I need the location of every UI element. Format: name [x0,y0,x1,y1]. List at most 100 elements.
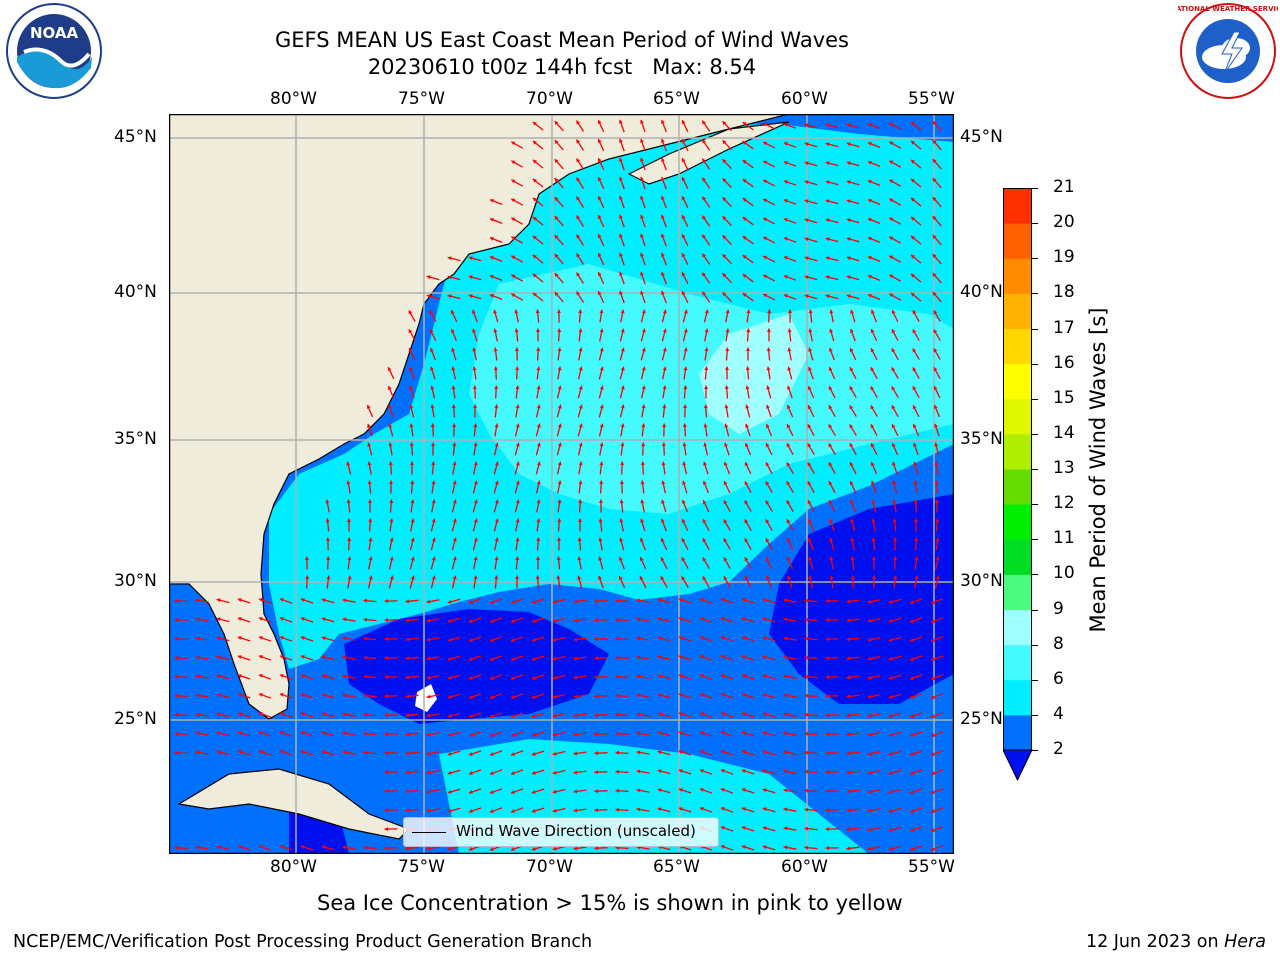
colorbar-segment [1003,714,1032,751]
wind-arrow-head [342,712,347,717]
wind-arrow-head [889,141,894,146]
wind-arrow-head [452,518,457,523]
wind-arrow-head [911,273,915,278]
wind-arrow-head [321,750,326,755]
wind-arrow-head [723,576,728,581]
wind-arrow-head [762,617,767,622]
wind-arrow-head [846,599,851,604]
wind-arrow-head [892,480,897,485]
wind-arrow-head [846,751,851,756]
wind-arrow-head [636,617,641,622]
wind-arrow-head [720,845,725,849]
wind-arrow-head [468,256,473,261]
wind-arrow-head [724,385,729,390]
wind-arrow-head [741,807,746,811]
wind-arrow-head [911,178,915,183]
wind-arrow-head [473,518,478,523]
wind-arrow-head [661,252,665,257]
wind-arrow-head [662,385,667,390]
wind-arrow-head [473,537,478,542]
wind-arrow-head [447,808,452,813]
wind-arrow-head [867,694,872,699]
lon-label-top-70w: 70°W [526,89,573,109]
wind-arrow-head [912,348,917,353]
wind-arrow-head [216,598,221,603]
wind-arrow-head [828,462,833,467]
wind-arrow-head [447,732,452,737]
wind-arrow-head [722,121,727,126]
wind-arrow-head [556,537,561,541]
wind-arrow-head [174,674,179,679]
wind-arrow-head [871,480,875,485]
wind-arrow-head [410,575,415,580]
wind-arrow-head [742,141,747,145]
wind-arrow-head [870,462,875,466]
wind-arrow-head [615,655,620,660]
wind-arrow-head [846,732,851,737]
colorbar-tick-mark [1032,539,1038,541]
wind-arrow-head [599,480,604,484]
wind-arrow-head [871,518,876,523]
colorbar-tick-label: 8 [1053,633,1064,654]
land-north-america [168,113,790,720]
wind-arrow-head [723,481,728,486]
wind-arrow-head [597,177,602,182]
wind-arrow-head [531,618,536,623]
wind-arrow-head [657,693,662,698]
wind-arrow-head [639,576,644,581]
wind-arrow-head [888,827,893,832]
wind-arrow-head [577,556,582,561]
wind-arrow-head [431,537,436,542]
lat-label-left-30n: 30°N [114,571,157,591]
wind-arrow-head [620,442,625,447]
wind-arrow-head [532,273,537,278]
wind-arrow-head [682,461,687,466]
wind-arrow-head [720,788,725,792]
colorbar [1003,188,1033,782]
wind-arrow-head [447,275,452,280]
wind-arrow-head [536,423,541,428]
wind-arrow-head [237,731,242,735]
wind-arrow-head [661,233,665,238]
wind-arrow-head [367,461,372,466]
wind-arrow-head [766,404,770,409]
wind-arrow-head [514,309,519,314]
wind-arrow-head [846,808,851,813]
wind-arrow-head [452,537,457,542]
wind-arrow-head [195,617,200,622]
wind-arrow-head [410,480,415,485]
legend-line-sample [412,832,446,833]
wind-arrow-head [473,423,478,428]
wind-arrow-head [888,599,893,604]
wind-arrow-head [619,480,624,484]
wind-arrow-head [510,676,515,680]
wind-arrow-head [237,750,242,754]
wind-arrow-head [825,123,830,128]
wind-arrow-head [849,481,854,485]
colorbar-tick-mark [1032,679,1038,681]
wind-arrow-head [237,636,242,640]
wind-arrow-head [678,750,683,754]
wind-arrow-head [216,750,221,755]
wind-arrow-head [661,157,665,162]
wind-arrow-head [405,751,410,756]
wind-arrow-head [846,161,851,166]
wind-arrow-head [279,598,284,602]
wind-arrow-head [347,575,352,580]
wind-arrow-head [678,674,683,678]
wind-arrow-head [913,442,917,447]
wind-arrow-head [640,499,645,504]
wind-arrow-head [409,442,414,447]
wind-arrow-head [576,158,581,163]
wind-arrow-head [489,600,494,604]
wind-arrow-head [426,275,431,280]
wind-arrow-head [868,237,872,241]
wind-arrow-head [892,461,896,466]
wind-arrow-head [410,499,415,504]
wind-arrow-head [933,348,938,353]
wind-arrow-head [662,423,667,427]
wind-arrow-head [704,385,709,389]
wind-arrow-head [909,657,914,661]
wind-arrow-head [766,366,771,371]
noaa-logo-text: NOAA [30,24,79,42]
